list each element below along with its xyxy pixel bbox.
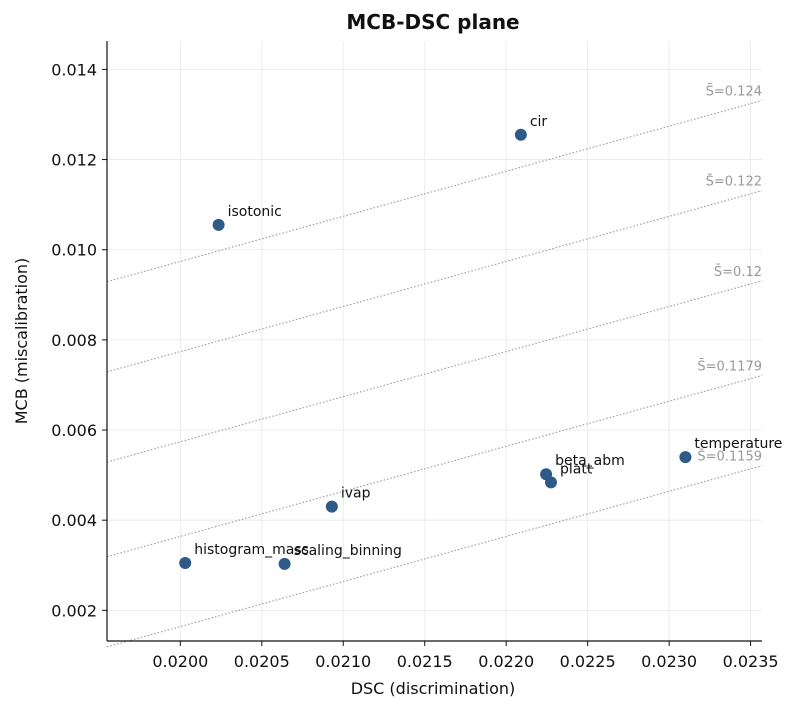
axes-layer	[106, 41, 762, 642]
data-point-label: cir	[530, 114, 548, 130]
x-tick-label: 0.0220	[478, 652, 534, 671]
iso-score-line	[106, 99, 763, 283]
data-point-label: isotonic	[228, 204, 282, 220]
ticks-layer: 0.0200 0.0205 0.0210 0.0215 0.0220 0.0225 0.02…	[51, 60, 778, 671]
x-tick-label: 0.0215	[397, 652, 453, 671]
x-tick-label: 0.0205	[234, 652, 290, 671]
grid-layer	[107, 41, 762, 641]
data-point-label: histogram_mass	[194, 542, 309, 558]
y-tick-label: 0.002	[51, 601, 97, 620]
data-point-label: platt	[560, 461, 593, 477]
y-tick-label: 0.014	[51, 60, 97, 79]
iso-score-label: S̄=0.1159	[697, 449, 762, 464]
iso-score-line	[106, 280, 763, 463]
data-point	[212, 218, 225, 231]
data-point	[514, 128, 527, 141]
data-point-label: beta_abm	[555, 453, 625, 469]
data-point-label: temperature	[694, 436, 782, 452]
x-tick-label: 0.0225	[560, 652, 616, 671]
x-tick-label: 0.0235	[723, 652, 779, 671]
data-point	[325, 500, 338, 513]
data-point	[544, 476, 557, 489]
iso-lines-layer: S̄=0.124 S̄=0.122 S̄=0.12 S̄=0.1179 S̄=0.115…	[106, 84, 763, 648]
data-point	[679, 451, 692, 464]
chart-title: MCB-DSC plane	[346, 10, 519, 34]
iso-score-line	[106, 374, 763, 558]
y-tick-label: 0.012	[51, 151, 97, 170]
y-tick-label: 0.006	[51, 421, 97, 440]
iso-score-label: S̄=0.124	[706, 84, 762, 99]
iso-score-label: S̄=0.1179	[697, 359, 762, 374]
iso-score-line	[106, 190, 763, 373]
x-axis-label: DSC (discrimination)	[351, 679, 516, 698]
data-point-label: ivap	[341, 486, 371, 502]
y-tick-label: 0.004	[51, 511, 97, 530]
iso-score-label: S̄=0.122	[706, 174, 762, 189]
data-point	[179, 557, 192, 570]
data-point-label: scaling_binning	[294, 543, 402, 559]
x-tick-label: 0.0210	[315, 652, 371, 671]
y-axis-label: MCB (miscalibration)	[12, 258, 31, 425]
iso-score-line	[106, 465, 763, 648]
y-tick-label: 0.008	[51, 331, 97, 350]
y-tick-label: 0.010	[51, 241, 97, 260]
data-point	[278, 557, 291, 570]
x-tick-label: 0.0230	[641, 652, 697, 671]
iso-score-label: S̄=0.12	[714, 264, 762, 279]
x-tick-label: 0.0200	[152, 652, 208, 671]
